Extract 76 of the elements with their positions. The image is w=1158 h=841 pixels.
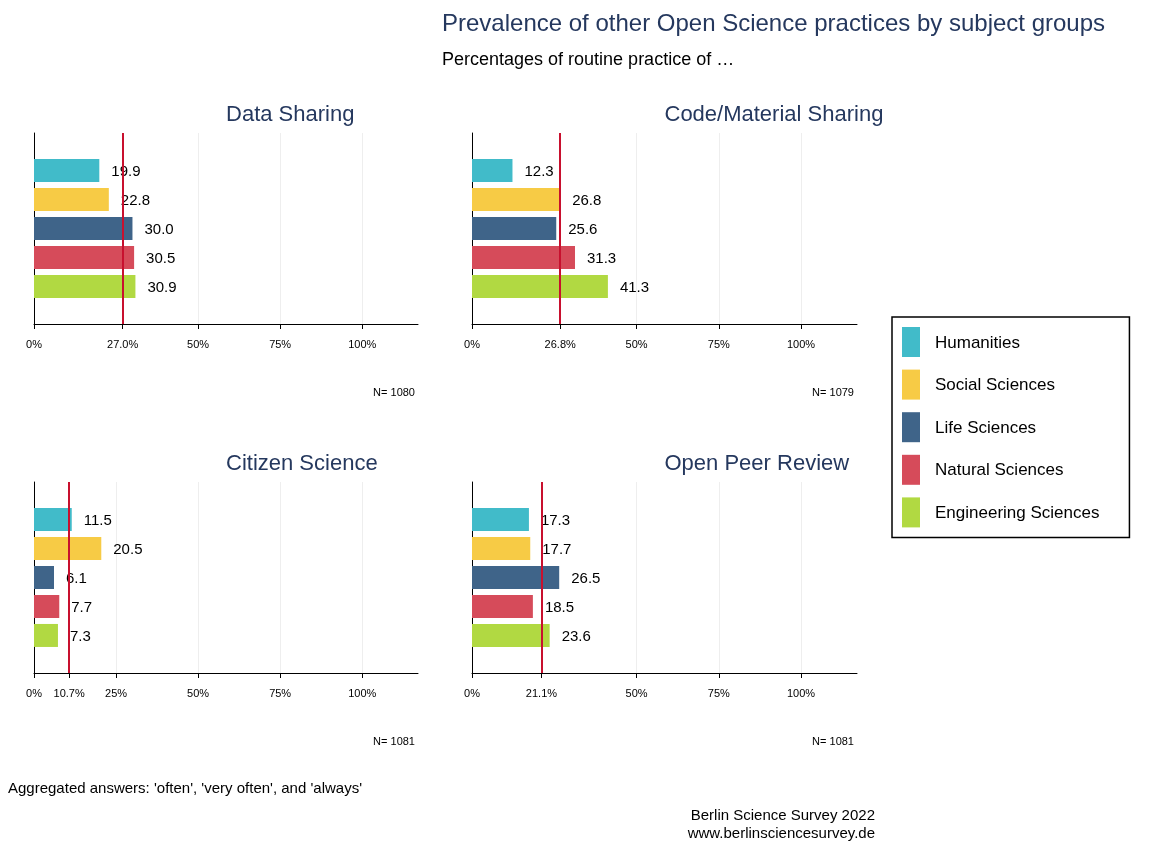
bar (34, 594, 60, 618)
data-label: 17.3 (540, 511, 571, 529)
bar (472, 623, 550, 647)
data-label: 26.5 (571, 569, 601, 586)
legend-label: Natural Sciences (935, 460, 1064, 480)
bar (472, 245, 575, 269)
text: N= 1079 (812, 385, 854, 398)
data-label: 20.5 (113, 540, 143, 558)
data-label: 17.7 (542, 540, 572, 558)
bar (34, 159, 100, 183)
data-label: 30.0 (144, 220, 174, 237)
text: N= 1081 (373, 734, 415, 747)
data-label: 18.5 (544, 597, 575, 615)
x-tick-label: 100% (786, 337, 816, 350)
legend-label: Humanities (935, 332, 1021, 352)
bar (472, 188, 561, 212)
data-label: 30.9 (147, 277, 177, 295)
x-tick-label: 50% (187, 337, 210, 350)
bar (472, 537, 531, 561)
x-tick-label: 50% (625, 686, 648, 699)
legend-label: Engineering Sciences (935, 502, 1100, 522)
text: Prevalence of other Open Science practices by subject groups (441, 8, 1106, 36)
legend-label: Social Sciences (935, 375, 1056, 395)
text: Berlin Science Survey 2022 (690, 806, 875, 823)
x-tick-label: 50% (187, 686, 210, 699)
bar (34, 245, 135, 269)
bar (34, 623, 58, 647)
x-tick-label: 10.7% (53, 686, 85, 699)
bar (34, 566, 55, 589)
x-tick-label: 100% (348, 686, 377, 699)
bar (34, 274, 136, 298)
data-label: 23.6 (561, 626, 591, 644)
data-label: 12.3 (524, 162, 554, 180)
data-label: 31.3 (587, 248, 617, 266)
x-tick-label: 25% (105, 686, 128, 699)
bar (34, 537, 102, 561)
text: Aggregated answers: 'often', 'very often', and 'always' (8, 779, 363, 796)
x-tick-label: 0% (464, 686, 481, 699)
x-tick-label: 50% (625, 337, 648, 350)
text: N= 1080 (373, 385, 415, 398)
data-label: 7.7 (71, 597, 93, 615)
x-tick-label: 0% (26, 686, 43, 699)
bar (472, 159, 513, 183)
data-label: 41.3 (619, 277, 650, 295)
bar (34, 508, 72, 532)
x-tick-label: 100% (348, 337, 377, 350)
data-label: 26.8 (572, 191, 602, 209)
x-tick-label: 0% (464, 337, 481, 350)
text: Percentages of routine practice of … (441, 49, 735, 69)
chart-title: Open Peer Review (664, 449, 850, 475)
bar (34, 217, 133, 240)
bar (472, 508, 529, 532)
x-tick-label: 75% (707, 337, 731, 350)
x-tick-label: 26.8% (544, 337, 576, 350)
chart-title: Code/Material Sharing (664, 100, 884, 126)
x-tick-label: 21.1% (525, 686, 558, 699)
x-tick-label: 0% (26, 337, 43, 350)
data-label: 30.5 (146, 248, 176, 266)
chart-title: Data Sharing (226, 100, 355, 126)
text: N= 1081 (812, 734, 854, 747)
bar (472, 217, 557, 240)
x-tick-label: 75% (269, 686, 292, 699)
data-label: 25.6 (568, 220, 598, 237)
x-tick-label: 100% (786, 686, 816, 699)
text: www.berlinsciencesurvey.de (686, 824, 875, 841)
data-label: 7.3 (69, 626, 91, 644)
x-tick-label: 75% (707, 686, 731, 699)
bar (472, 594, 533, 618)
x-tick-label: 27.0% (107, 337, 139, 350)
bar (472, 566, 560, 589)
x-tick-label: 75% (269, 337, 292, 350)
legend-label: Life Sciences (935, 417, 1037, 437)
chart-title: Citizen Science (225, 449, 378, 475)
data-label: 11.5 (83, 511, 112, 529)
bar (472, 274, 608, 298)
bar (34, 188, 109, 212)
